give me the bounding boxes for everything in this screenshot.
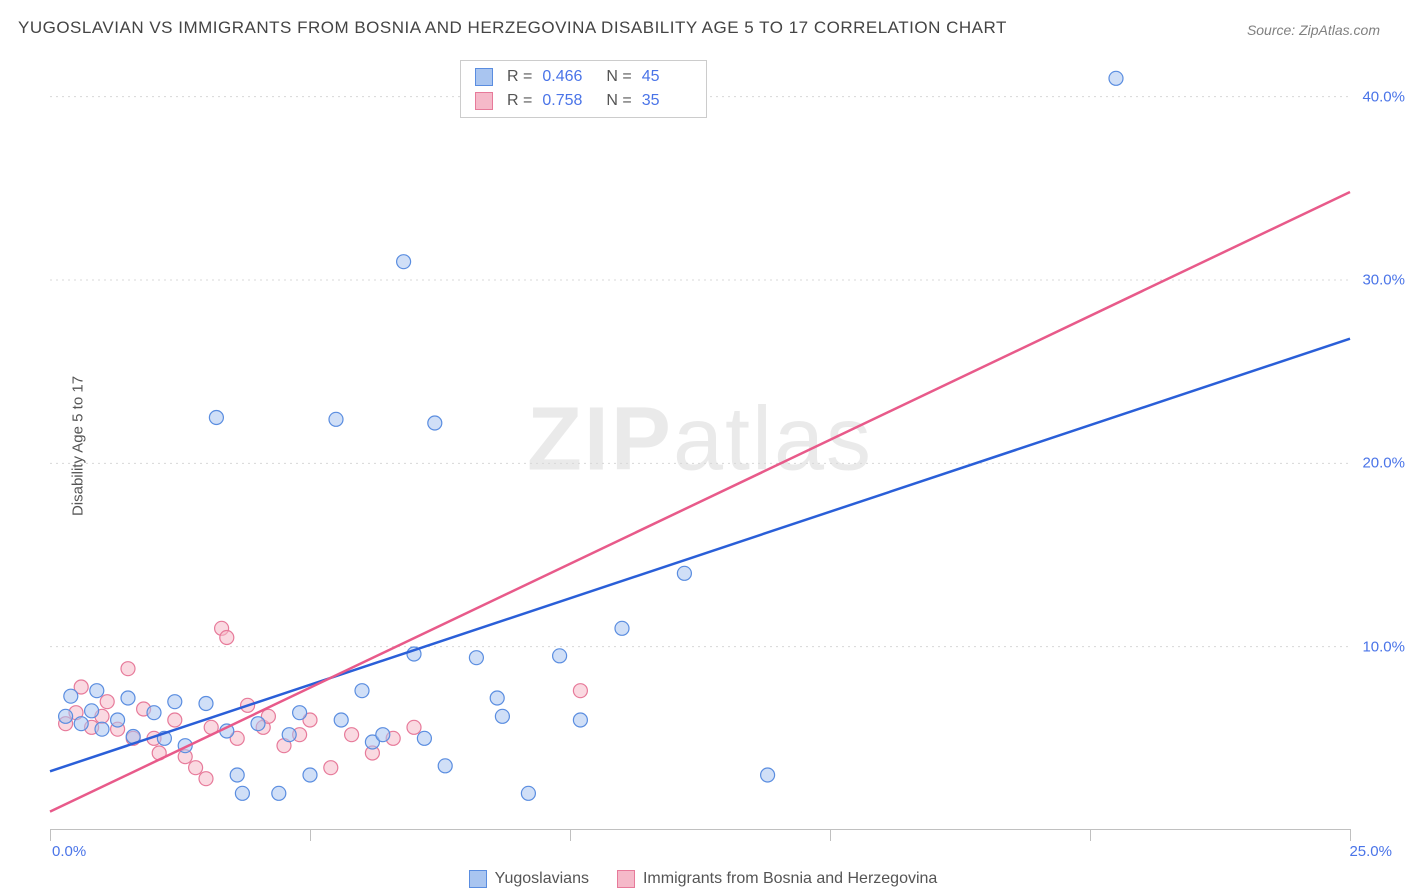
y-tick-label: 30.0% xyxy=(1362,272,1405,289)
data-point xyxy=(573,684,587,698)
data-point xyxy=(282,728,296,742)
data-point xyxy=(303,768,317,782)
data-point xyxy=(251,717,265,731)
r-value-1: 0.758 xyxy=(542,92,592,110)
x-tick xyxy=(1350,829,1351,841)
data-point xyxy=(220,631,234,645)
data-point xyxy=(59,709,73,723)
data-point xyxy=(573,713,587,727)
n-label: N = xyxy=(606,92,631,110)
data-point xyxy=(100,695,114,709)
x-tick xyxy=(830,829,831,841)
n-label: N = xyxy=(606,68,631,86)
data-point xyxy=(376,728,390,742)
stats-row-0: R = 0.466 N = 45 xyxy=(461,65,706,89)
source-label: Source: ZipAtlas.com xyxy=(1247,22,1380,38)
trend-line xyxy=(50,339,1350,772)
data-point xyxy=(272,786,286,800)
y-tick-label: 40.0% xyxy=(1362,88,1405,105)
legend-label-1: Immigrants from Bosnia and Herzegovina xyxy=(643,870,937,888)
data-point xyxy=(495,709,509,723)
stats-legend: R = 0.466 N = 45 R = 0.758 N = 35 xyxy=(460,60,707,118)
n-value-0: 45 xyxy=(642,68,692,86)
data-point xyxy=(469,651,483,665)
data-point xyxy=(407,720,421,734)
x-tick xyxy=(310,829,311,841)
y-tick-label: 10.0% xyxy=(1362,638,1405,655)
legend-item-0: Yugoslavians xyxy=(469,870,589,888)
data-point xyxy=(553,649,567,663)
r-label: R = xyxy=(507,92,532,110)
data-point xyxy=(397,255,411,269)
swatch-series-0 xyxy=(475,68,493,86)
data-point xyxy=(490,691,504,705)
chart-title: YUGOSLAVIAN VS IMMIGRANTS FROM BOSNIA AN… xyxy=(18,18,1007,38)
data-point xyxy=(355,684,369,698)
data-point xyxy=(74,717,88,731)
data-point xyxy=(230,768,244,782)
data-point xyxy=(761,768,775,782)
stats-row-1: R = 0.758 N = 35 xyxy=(461,89,706,113)
data-point xyxy=(64,689,78,703)
data-point xyxy=(417,731,431,745)
x-tick xyxy=(1090,829,1091,841)
data-point xyxy=(121,691,135,705)
data-point xyxy=(189,761,203,775)
legend-label-0: Yugoslavians xyxy=(495,870,589,888)
data-point xyxy=(85,704,99,718)
chart-svg xyxy=(50,60,1350,829)
data-point xyxy=(199,772,213,786)
swatch-series-1 xyxy=(475,92,493,110)
data-point xyxy=(147,706,161,720)
data-point xyxy=(1109,71,1123,85)
data-point xyxy=(438,759,452,773)
x-tick xyxy=(570,829,571,841)
plot-area: ZIPatlas R = 0.466 N = 45 R = 0.758 N = … xyxy=(50,60,1350,830)
data-point xyxy=(168,695,182,709)
data-point xyxy=(235,786,249,800)
r-label: R = xyxy=(507,68,532,86)
data-point xyxy=(324,761,338,775)
data-point xyxy=(334,713,348,727)
legend-swatch-1 xyxy=(617,870,635,888)
legend-swatch-0 xyxy=(469,870,487,888)
data-point xyxy=(615,621,629,635)
series-legend: Yugoslavians Immigrants from Bosnia and … xyxy=(0,870,1406,888)
data-point xyxy=(90,684,104,698)
data-point xyxy=(111,713,125,727)
data-point xyxy=(329,412,343,426)
legend-item-1: Immigrants from Bosnia and Herzegovina xyxy=(617,870,937,888)
r-value-0: 0.466 xyxy=(542,68,592,86)
data-point xyxy=(168,713,182,727)
data-point xyxy=(677,566,691,580)
x-tick-label-max: 25.0% xyxy=(1349,843,1392,860)
data-point xyxy=(521,786,535,800)
n-value-1: 35 xyxy=(642,92,692,110)
data-point xyxy=(293,706,307,720)
data-point xyxy=(199,697,213,711)
y-tick-label: 20.0% xyxy=(1362,455,1405,472)
data-point xyxy=(428,416,442,430)
data-point xyxy=(95,722,109,736)
data-point xyxy=(345,728,359,742)
x-tick xyxy=(50,829,51,841)
data-point xyxy=(121,662,135,676)
data-point xyxy=(209,411,223,425)
x-tick-label-min: 0.0% xyxy=(52,843,86,860)
trend-line xyxy=(50,192,1350,812)
